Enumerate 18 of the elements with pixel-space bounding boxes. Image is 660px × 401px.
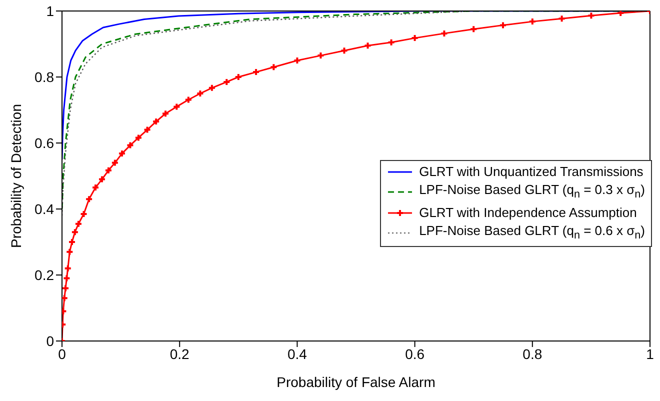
x-axis-title: Probability of False Alarm <box>276 374 436 390</box>
x-tick-label: 1 <box>646 346 654 362</box>
y-tick-label: 0.8 <box>34 68 54 85</box>
x-tick-label: 0 <box>58 346 66 362</box>
y-tick-label: 1 <box>46 2 54 19</box>
x-tick-label: 0.6 <box>405 346 425 362</box>
x-tick-label: 0.8 <box>522 346 542 362</box>
x-tick-label: 0.2 <box>170 346 190 362</box>
x-tick-label: 0.4 <box>287 346 308 362</box>
y-axis-title: Probability of Detection <box>8 104 24 248</box>
legend-label: GLRT with Independence Assumption <box>419 204 637 222</box>
legend-label: GLRT with Unquantized Transmissions <box>419 163 644 181</box>
legend-label: LPF-Noise Based GLRT (q$_{n}$ = 0.6 x σ$_{n}$) <box>419 222 645 244</box>
y-tick-label: 0.4 <box>34 200 54 217</box>
legend-label: LPF-Noise Based GLRT (q$_{n}$ = 0.3 x σ$_{n}$) <box>419 181 645 203</box>
y-tick-label: 0 <box>46 332 54 349</box>
y-tick-label: 0.2 <box>34 266 54 283</box>
y-tick-label: 0.6 <box>34 134 54 151</box>
